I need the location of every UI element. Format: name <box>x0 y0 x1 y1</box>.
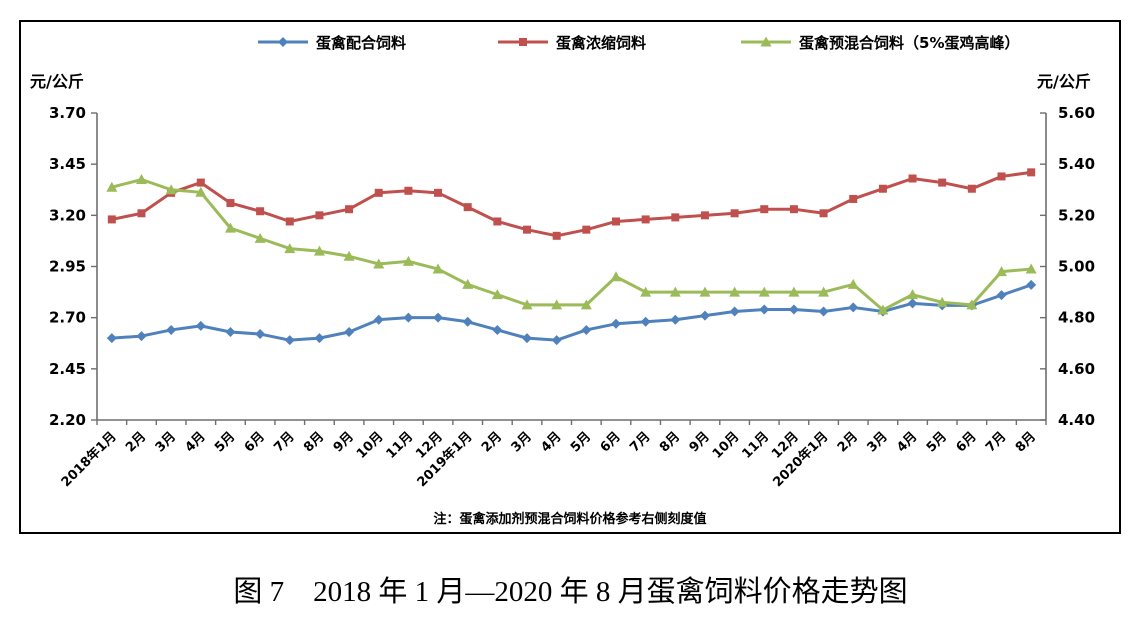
svg-text:3.20: 3.20 <box>49 206 86 224</box>
svg-text:4.80: 4.80 <box>1058 309 1095 327</box>
svg-text:2.20: 2.20 <box>49 411 86 429</box>
svg-text:5.00: 5.00 <box>1058 258 1095 276</box>
legend-label: 蛋禽浓缩饲料 <box>556 33 647 52</box>
svg-text:7月: 7月 <box>983 429 1009 455</box>
price-trend-line-chart: 3.70 3.45 3.20 2.95 2.70 2.45 2.20 5.60 5.40 5.20… <box>49 104 1095 491</box>
svg-text:5.40: 5.40 <box>1058 155 1095 173</box>
svg-text:4月: 4月 <box>182 429 208 455</box>
svg-text:2月: 2月 <box>479 429 505 455</box>
svg-text:10月: 10月 <box>710 429 743 462</box>
svg-text:3月: 3月 <box>509 429 535 455</box>
svg-text:6月: 6月 <box>242 429 268 455</box>
svg-text:3月: 3月 <box>865 429 891 455</box>
figure-caption: 图 7 2018 年 1 月—2020 年 8 月蛋禽饲料价格走势图 <box>233 576 908 608</box>
svg-text:11月: 11月 <box>384 429 417 462</box>
svg-text:8月: 8月 <box>301 429 327 455</box>
legend-item-yuhunhe: 蛋禽预混合饲料（5%蛋鸡高峰） <box>740 32 1019 52</box>
svg-text:7月: 7月 <box>627 429 653 455</box>
svg-text:3月: 3月 <box>153 429 179 455</box>
svg-text:3.70: 3.70 <box>49 104 86 122</box>
svg-text:10月: 10月 <box>354 429 387 462</box>
line-diamond-marker-icon <box>258 37 308 47</box>
svg-text:5月: 5月 <box>568 429 594 455</box>
legend-label: 蛋禽预混合饲料（5%蛋鸡高峰） <box>799 33 1020 52</box>
chart-figure: 蛋禽配合饲料 蛋禽浓缩饲料 蛋禽预混合饲料（5%蛋鸡高峰） 元/公斤 元/公斤 … <box>19 20 1121 534</box>
svg-text:3.45: 3.45 <box>49 155 86 173</box>
svg-text:4月: 4月 <box>894 429 920 455</box>
svg-text:2月: 2月 <box>835 429 861 455</box>
svg-text:4.40: 4.40 <box>1058 411 1095 429</box>
svg-text:2.70: 2.70 <box>49 309 86 327</box>
svg-text:6月: 6月 <box>953 429 979 455</box>
svg-text:6月: 6月 <box>598 429 624 455</box>
svg-text:7月: 7月 <box>271 429 297 455</box>
svg-text:5月: 5月 <box>212 429 238 455</box>
svg-text:8月: 8月 <box>657 429 683 455</box>
svg-text:5.60: 5.60 <box>1058 104 1095 122</box>
line-square-marker-icon <box>498 38 548 46</box>
right-axis-unit-label: 元/公斤 <box>1037 72 1091 91</box>
svg-text:4.60: 4.60 <box>1058 360 1095 378</box>
legend-label: 蛋禽配合饲料 <box>316 33 407 52</box>
left-axis-unit-label: 元/公斤 <box>30 72 84 91</box>
svg-text:8月: 8月 <box>1013 429 1039 455</box>
svg-text:2.45: 2.45 <box>49 360 86 378</box>
chart-footnote: 注：蛋禽添加剂预混合饲料价格参考右侧刻度值 <box>433 512 707 527</box>
svg-text:11月: 11月 <box>740 429 773 462</box>
svg-text:5.20: 5.20 <box>1058 206 1095 224</box>
line-triangle-marker-icon <box>741 36 791 47</box>
chart-legend: 蛋禽配合饲料 蛋禽浓缩饲料 蛋禽预混合饲料（5%蛋鸡高峰） <box>21 32 1119 52</box>
svg-text:4月: 4月 <box>538 429 564 455</box>
svg-text:2018年1月: 2018年1月 <box>58 429 120 491</box>
legend-item-peihe: 蛋禽配合饲料 <box>257 32 406 52</box>
legend-item-nongsuo: 蛋禽浓缩饲料 <box>497 32 646 52</box>
svg-text:2月: 2月 <box>123 429 149 455</box>
svg-text:2.95: 2.95 <box>49 258 86 276</box>
svg-text:5月: 5月 <box>924 429 950 455</box>
